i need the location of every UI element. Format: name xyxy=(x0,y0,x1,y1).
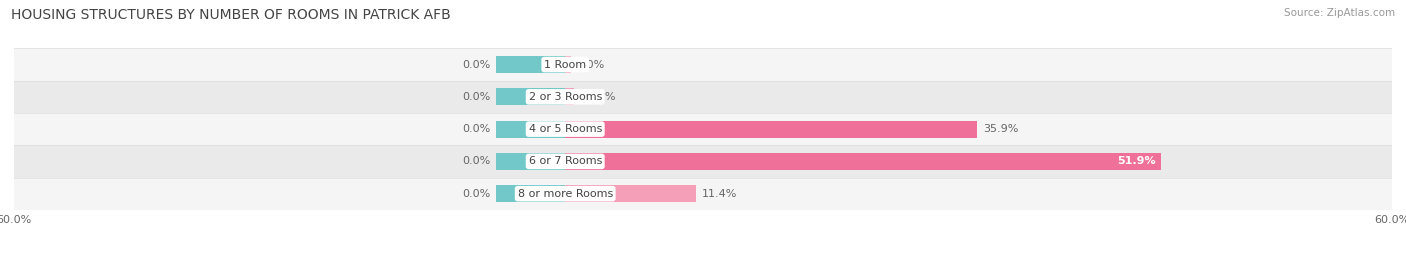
Text: HOUSING STRUCTURES BY NUMBER OF ROOMS IN PATRICK AFB: HOUSING STRUCTURES BY NUMBER OF ROOMS IN… xyxy=(11,8,451,22)
Text: 8 or more Rooms: 8 or more Rooms xyxy=(517,189,613,199)
Bar xyxy=(496,56,565,73)
Text: 1 Room: 1 Room xyxy=(544,59,586,70)
Bar xyxy=(565,153,1161,170)
Text: 0.78%: 0.78% xyxy=(579,92,616,102)
Text: 35.9%: 35.9% xyxy=(983,124,1018,134)
Bar xyxy=(496,153,565,170)
Text: Source: ZipAtlas.com: Source: ZipAtlas.com xyxy=(1284,8,1395,18)
Bar xyxy=(14,145,1392,178)
Bar xyxy=(14,81,1392,113)
Text: 11.4%: 11.4% xyxy=(702,189,737,199)
Text: 4 or 5 Rooms: 4 or 5 Rooms xyxy=(529,124,602,134)
Text: 51.9%: 51.9% xyxy=(1116,156,1156,167)
Bar xyxy=(496,185,565,202)
Bar xyxy=(496,89,565,105)
Bar xyxy=(14,178,1392,210)
Text: 0.0%: 0.0% xyxy=(463,92,491,102)
Text: 6 or 7 Rooms: 6 or 7 Rooms xyxy=(529,156,602,167)
Bar xyxy=(565,56,571,73)
Bar xyxy=(496,121,565,137)
Text: 0.0%: 0.0% xyxy=(576,59,605,70)
Text: 2 or 3 Rooms: 2 or 3 Rooms xyxy=(529,92,602,102)
Text: 0.0%: 0.0% xyxy=(463,124,491,134)
Text: 0.0%: 0.0% xyxy=(463,59,491,70)
Text: 0.0%: 0.0% xyxy=(463,189,491,199)
Bar xyxy=(565,89,574,105)
Bar xyxy=(565,185,696,202)
Bar xyxy=(14,48,1392,81)
Text: 0.0%: 0.0% xyxy=(463,156,491,167)
Bar xyxy=(14,113,1392,145)
Bar xyxy=(565,121,977,137)
